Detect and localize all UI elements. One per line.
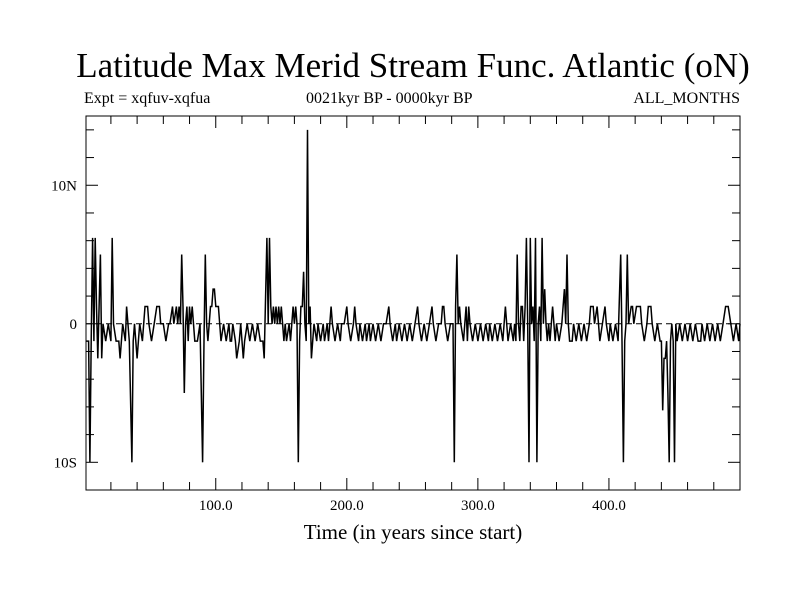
- series-line-1: [86, 129, 741, 463]
- time-range-label: 0021kyr BP - 0000kyr BP: [306, 90, 473, 107]
- plot-frame: [85, 115, 741, 491]
- x-tick-label: 300.0: [461, 498, 495, 514]
- y-tick-label: 0: [70, 317, 78, 333]
- months-label: ALL_MONTHS: [633, 90, 740, 107]
- x-tick-label: 400.0: [592, 498, 626, 514]
- experiment-label: Expt = xqfuv-xqfua: [84, 90, 211, 107]
- x-tick-label: 200.0: [330, 498, 364, 514]
- x-axis-label: Time (in years since start): [303, 520, 523, 544]
- y-tick-label: 10S: [54, 455, 77, 471]
- y-tick-label: 10N: [51, 178, 77, 194]
- chart-title: Latitude Max Merid Stream Func. Atlantic…: [76, 46, 750, 85]
- x-tick-label: 100.0: [199, 498, 233, 514]
